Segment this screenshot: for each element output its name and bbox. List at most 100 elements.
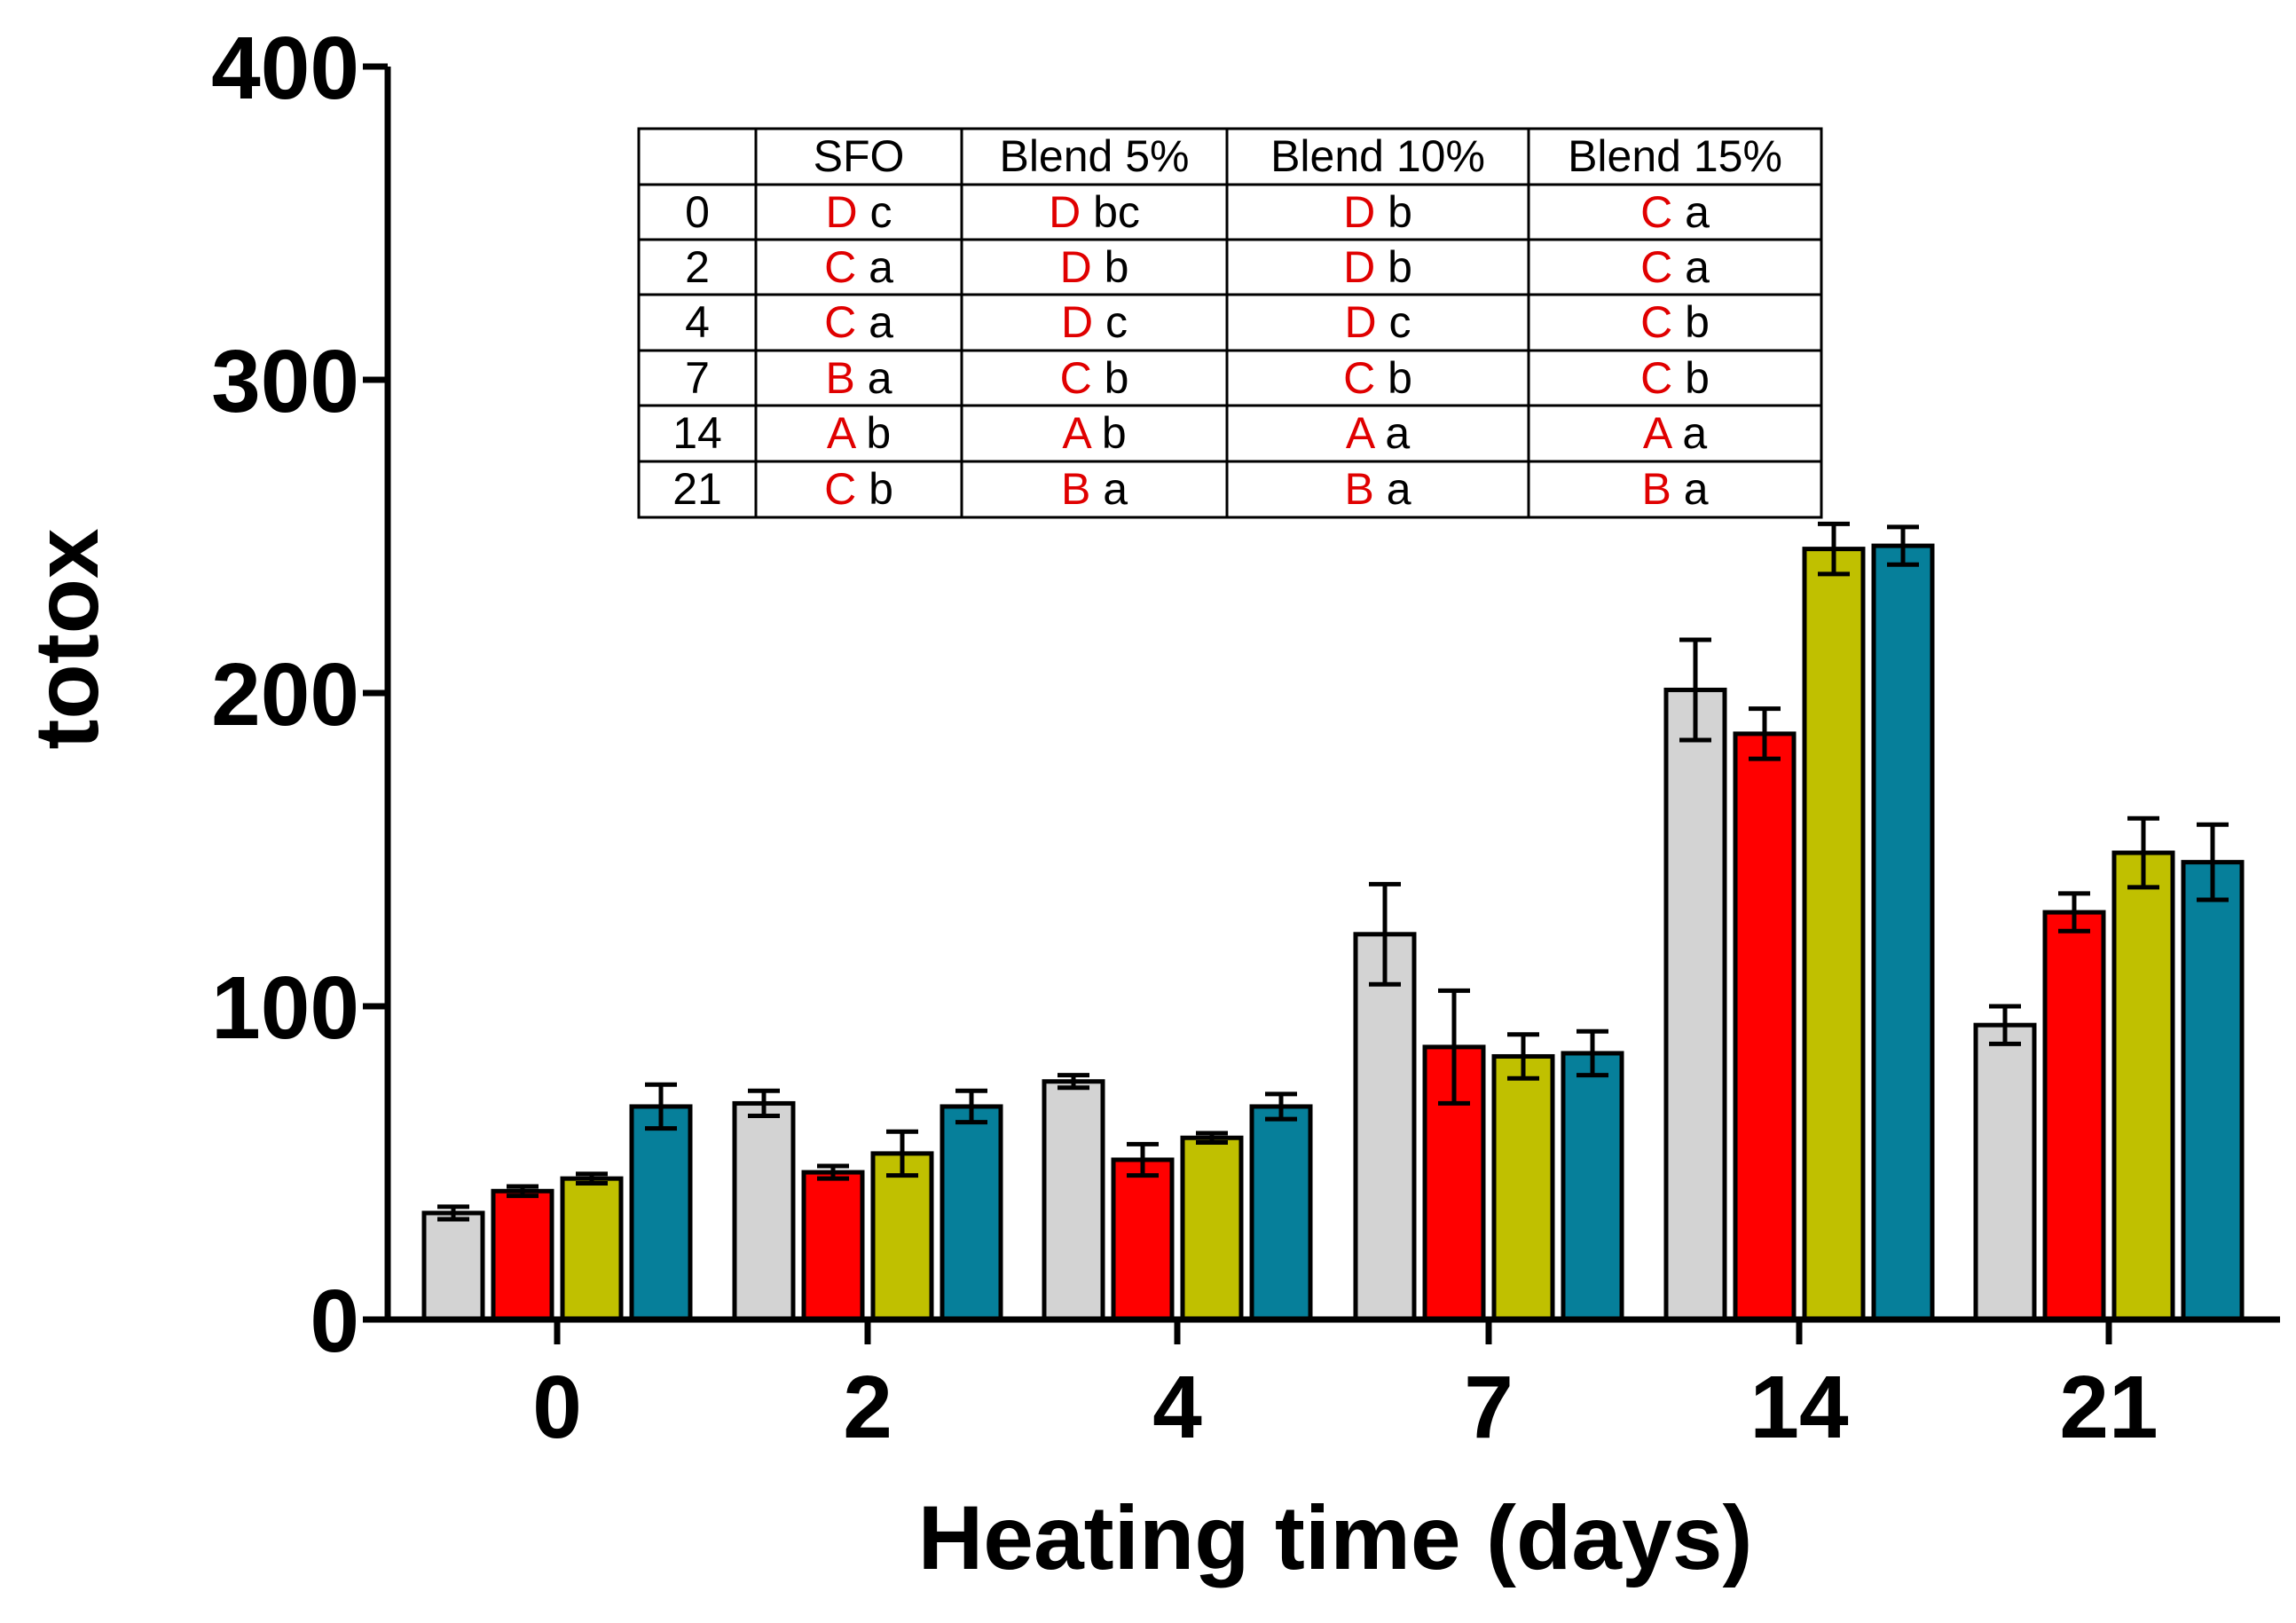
uppercase-letter: A bbox=[1062, 408, 1092, 458]
lowercase-letter: a bbox=[1090, 464, 1128, 514]
bar-blend-15--day-4 bbox=[1249, 1104, 1313, 1322]
lowercase-letter: b bbox=[1672, 353, 1710, 403]
x-tick-label: 14 bbox=[1750, 1358, 1849, 1457]
table-letter-cell: A a bbox=[1346, 408, 1410, 458]
table-letter-cell: A a bbox=[1643, 408, 1707, 458]
bar-blend-10--day-2 bbox=[870, 1151, 934, 1322]
table-letter-cell: C b bbox=[1060, 353, 1129, 403]
lowercase-letter: b bbox=[853, 408, 891, 458]
table-letter-cell: B a bbox=[825, 353, 892, 403]
lowercase-letter: b bbox=[1375, 242, 1412, 292]
table-day-cell: 7 bbox=[685, 353, 710, 403]
error-bar-sfo-day-2 bbox=[748, 1088, 780, 1119]
error-bar-sfo-day-4 bbox=[1058, 1073, 1089, 1091]
error-bar-blend-10--day-0 bbox=[576, 1171, 608, 1186]
lowercase-letter: a bbox=[1672, 187, 1710, 237]
lowercase-letter: a bbox=[855, 353, 892, 403]
bar-blend-5--day-21 bbox=[2042, 910, 2106, 1322]
error-bar-sfo-day-0 bbox=[437, 1204, 469, 1222]
error-bar-blend-10--day-2 bbox=[886, 1129, 918, 1178]
y-tick-label: 0 bbox=[310, 1272, 359, 1371]
error-bar-blend-15--day-4 bbox=[1265, 1091, 1297, 1122]
uppercase-letter: A bbox=[827, 408, 857, 458]
bar-blend-15--day-14 bbox=[1871, 543, 1935, 1322]
bar-sfo-day-0 bbox=[421, 1210, 485, 1322]
table-letter-cell: D bc bbox=[1049, 187, 1140, 237]
table-letter-cell: C b bbox=[1640, 297, 1710, 347]
uppercase-letter: B bbox=[825, 353, 854, 403]
uppercase-letter: C bbox=[1640, 353, 1672, 403]
table-day-cell: 14 bbox=[672, 408, 722, 458]
uppercase-letter: B bbox=[1061, 464, 1090, 514]
uppercase-letter: D bbox=[1049, 187, 1081, 237]
error-bar-blend-10--day-14 bbox=[1818, 521, 1850, 577]
bar-blend-10--day-0 bbox=[560, 1176, 624, 1322]
lowercase-letter: c bbox=[1093, 297, 1128, 347]
table-header-cell: Blend 10% bbox=[1270, 131, 1485, 181]
uppercase-letter: A bbox=[1346, 408, 1376, 458]
bar-blend-15--day-0 bbox=[629, 1104, 693, 1322]
y-tick-label: 400 bbox=[211, 19, 359, 118]
table-day-cell: 4 bbox=[685, 297, 710, 347]
table-day-cell: 2 bbox=[685, 242, 710, 292]
error-bar-blend-10--day-7 bbox=[1507, 1032, 1539, 1081]
table-letter-cell: D b bbox=[1060, 242, 1129, 292]
table-letter-cell: D b bbox=[1343, 187, 1412, 237]
lowercase-letter: a bbox=[1671, 464, 1709, 514]
lowercase-letter: a bbox=[1670, 408, 1707, 458]
bar-blend-15--day-21 bbox=[2181, 860, 2245, 1322]
error-bar-blend-10--day-4 bbox=[1196, 1131, 1228, 1146]
x-tick-label: 4 bbox=[1152, 1358, 1202, 1457]
uppercase-letter: C bbox=[1343, 353, 1375, 403]
table-header-cell: Blend 15% bbox=[1568, 131, 1782, 181]
table-letter-cell: D c bbox=[1061, 297, 1128, 347]
lowercase-letter: a bbox=[1374, 464, 1411, 514]
lowercase-letter: b bbox=[1092, 242, 1129, 292]
uppercase-letter: D bbox=[1061, 297, 1093, 347]
uppercase-letter: C bbox=[1640, 242, 1672, 292]
bar-blend-15--day-7 bbox=[1561, 1051, 1624, 1322]
bar-blend-5--day-14 bbox=[1733, 731, 1797, 1322]
error-bar-blend-15--day-7 bbox=[1577, 1028, 1608, 1078]
bar-blend-5--day-0 bbox=[491, 1188, 554, 1322]
error-bar-blend-5--day-7 bbox=[1438, 988, 1470, 1106]
table-letter-cell: B a bbox=[1344, 464, 1411, 514]
y-tick-label: 300 bbox=[211, 332, 359, 431]
error-bar-blend-15--day-0 bbox=[645, 1082, 677, 1131]
lowercase-letter: b bbox=[1092, 353, 1129, 403]
table-letter-cell: C a bbox=[1640, 187, 1710, 237]
lowercase-letter: a bbox=[1372, 408, 1410, 458]
table-letter-cell: C a bbox=[824, 242, 893, 292]
bar-blend-5--day-2 bbox=[801, 1170, 865, 1322]
error-bar-sfo-day-21 bbox=[1989, 1004, 2021, 1046]
error-bar-blend-15--day-2 bbox=[955, 1088, 987, 1125]
bar-blend-15--day-2 bbox=[940, 1104, 1003, 1322]
lowercase-letter: c bbox=[1377, 297, 1411, 347]
lowercase-letter: a bbox=[856, 297, 893, 347]
error-bar-blend-15--day-21 bbox=[2197, 822, 2229, 902]
bar-blend-10--day-7 bbox=[1491, 1053, 1555, 1322]
y-tick-label: 100 bbox=[211, 958, 359, 1058]
uppercase-letter: C bbox=[824, 297, 856, 347]
error-bar-blend-5--day-14 bbox=[1749, 706, 1781, 761]
bar-sfo-day-4 bbox=[1042, 1079, 1105, 1322]
x-tick-label: 7 bbox=[1464, 1358, 1514, 1457]
table-letter-cell: B a bbox=[1641, 464, 1708, 514]
lowercase-letter: b bbox=[1089, 408, 1127, 458]
table-frame bbox=[637, 127, 1823, 519]
x-axis-title: Heating time (days) bbox=[918, 1487, 1753, 1588]
error-bar-blend-10--day-21 bbox=[2127, 815, 2159, 890]
table-letter-cell: A b bbox=[827, 408, 891, 458]
table-letter-cell: A b bbox=[1062, 408, 1126, 458]
bar-blend-10--day-14 bbox=[1802, 547, 1866, 1322]
table-header-cell: SFO bbox=[814, 131, 905, 181]
table-letter-cell: B a bbox=[1061, 464, 1128, 514]
table-header-cell: Blend 5% bbox=[999, 131, 1189, 181]
uppercase-letter: D bbox=[1060, 242, 1092, 292]
error-bar-blend-5--day-21 bbox=[2058, 891, 2090, 934]
uppercase-letter: C bbox=[824, 242, 856, 292]
uppercase-letter: C bbox=[824, 464, 856, 514]
uppercase-letter: A bbox=[1643, 408, 1673, 458]
lowercase-letter: b bbox=[1375, 353, 1412, 403]
